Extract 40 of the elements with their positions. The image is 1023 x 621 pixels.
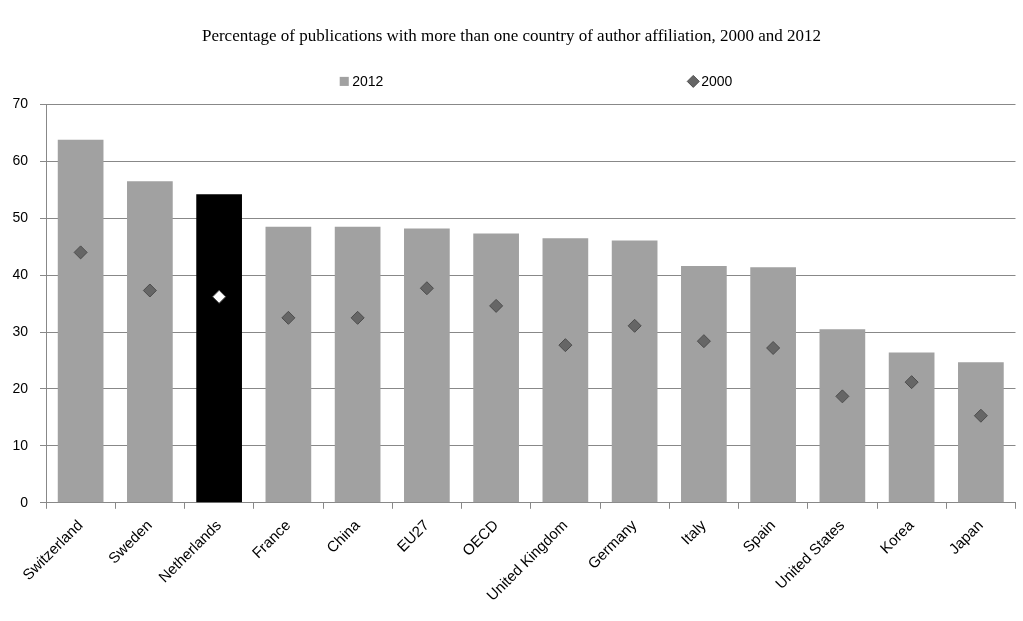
bar — [542, 238, 589, 503]
point — [212, 289, 227, 304]
bar — [473, 233, 519, 503]
x-tick-label: Italy — [677, 515, 710, 548]
point — [73, 245, 88, 260]
point — [904, 375, 919, 390]
chart-title: Percentage of publications with more than one country of author affiliation, 2000 and 2012 — [201, 25, 822, 45]
y-tick-label: 30 — [12, 322, 29, 339]
bar — [819, 329, 866, 503]
y-tick-label: 60 — [12, 152, 29, 169]
point — [350, 310, 365, 325]
bar — [750, 267, 796, 503]
bar — [404, 228, 450, 503]
y-tick-label: 10 — [12, 436, 29, 453]
point — [142, 283, 157, 298]
bar — [958, 362, 1004, 503]
point — [281, 310, 296, 325]
y-tick-label: 70 — [12, 95, 29, 112]
point — [558, 338, 573, 353]
point — [766, 341, 781, 355]
bar — [127, 181, 173, 503]
bar — [334, 226, 381, 503]
point — [973, 408, 988, 423]
legend-label: 2000 — [701, 73, 733, 90]
y-tick-label: 40 — [12, 266, 29, 282]
bar — [888, 352, 935, 503]
point — [696, 334, 711, 349]
bar — [265, 226, 312, 503]
y-tick-label: 50 — [12, 209, 29, 226]
point — [835, 389, 850, 404]
y-tick-label: 0 — [20, 493, 29, 510]
bar — [57, 139, 104, 503]
point — [627, 318, 642, 333]
bar — [611, 240, 658, 503]
legend-label: 2012 — [352, 73, 384, 90]
point — [419, 281, 434, 296]
y-tick-label: 20 — [12, 379, 29, 396]
point — [489, 298, 504, 313]
bar — [196, 194, 242, 503]
bar — [681, 266, 727, 503]
